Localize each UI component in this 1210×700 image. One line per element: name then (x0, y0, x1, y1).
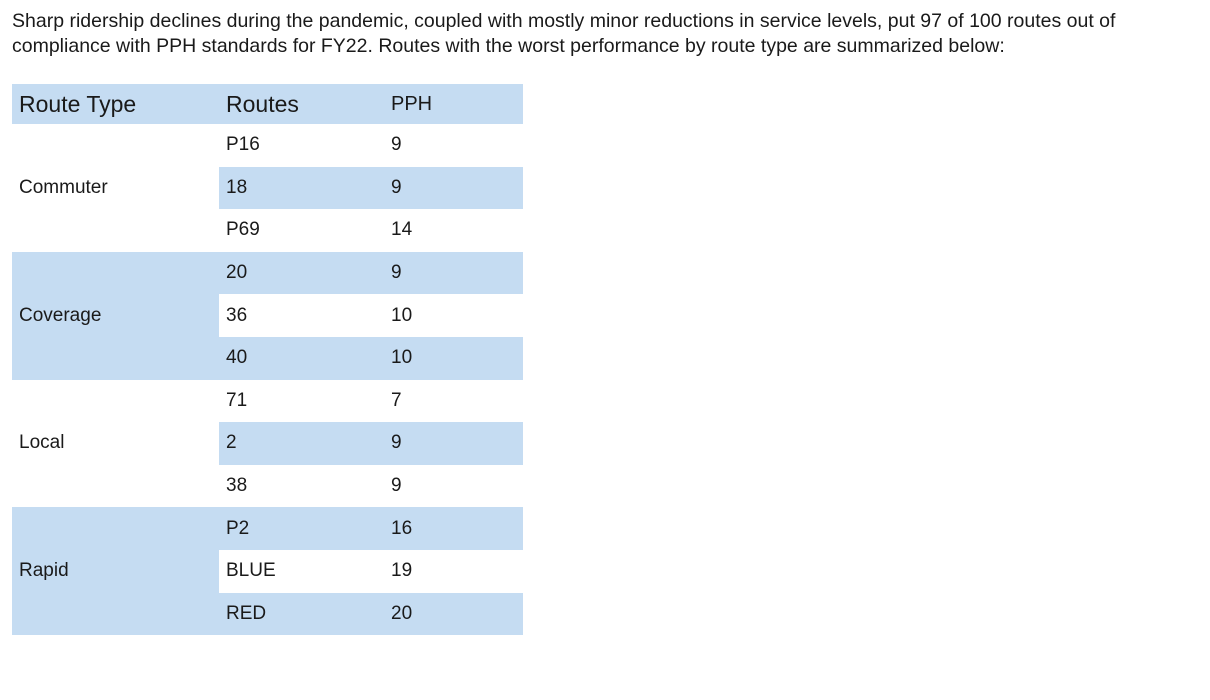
table-row: Rapid P2 16 (12, 507, 523, 636)
route-cell: 20 (219, 251, 384, 295)
route-cell: 40 (219, 336, 384, 380)
route-cell: BLUE (219, 549, 384, 593)
pph-cell: 9 (384, 124, 523, 167)
route-cell: RED (219, 592, 384, 636)
route-type-rapid: Rapid (12, 507, 219, 636)
pph-cell: 20 (384, 592, 523, 636)
pph-cell: 9 (384, 166, 523, 210)
table-row: P69 14 (12, 209, 523, 252)
route-cell: P2 (219, 507, 384, 550)
pph-cell: 9 (384, 251, 523, 295)
pph-cell: 10 (384, 336, 523, 380)
route-cell: 71 (219, 379, 384, 423)
pph-cell: 14 (384, 209, 523, 252)
table-row: Coverage 20 9 (12, 251, 523, 380)
pph-cell: 9 (384, 464, 523, 508)
table-row: RED 20 (12, 592, 523, 636)
header-route-type: Route Type (12, 84, 219, 124)
table-row: 38 9 (12, 464, 523, 508)
worst-routes-table: Route Type Routes PPH Commuter P16 9 18 … (12, 84, 523, 636)
intro-paragraph: Sharp ridership declines during the pand… (12, 10, 1116, 57)
pph-cell: 19 (384, 549, 523, 593)
route-cell: 36 (219, 294, 384, 337)
table-row: Local 71 7 (12, 379, 523, 508)
header-routes: Routes (219, 84, 384, 124)
route-cell: P69 (219, 209, 384, 252)
route-cell: 18 (219, 166, 384, 210)
table-row: 2 9 (12, 422, 523, 465)
route-cell: 38 (219, 464, 384, 508)
pph-cell: 16 (384, 507, 523, 550)
table-header-row: Route Type Routes PPH (12, 84, 523, 124)
pph-cell: 10 (384, 294, 523, 337)
table-row: BLUE 19 (12, 549, 523, 593)
table-row: 36 10 (12, 294, 523, 337)
route-type-local: Local (12, 379, 219, 508)
table-row: 40 10 (12, 336, 523, 380)
header-pph: PPH (384, 84, 523, 124)
route-cell: P16 (219, 124, 384, 167)
table-row: Commuter P16 9 (12, 124, 523, 252)
pph-cell: 9 (384, 422, 523, 465)
route-type-commuter: Commuter (12, 124, 219, 252)
route-type-coverage: Coverage (12, 251, 219, 380)
route-cell: 2 (219, 422, 384, 465)
pph-cell: 7 (384, 379, 523, 423)
table-row: 18 9 (12, 166, 523, 210)
